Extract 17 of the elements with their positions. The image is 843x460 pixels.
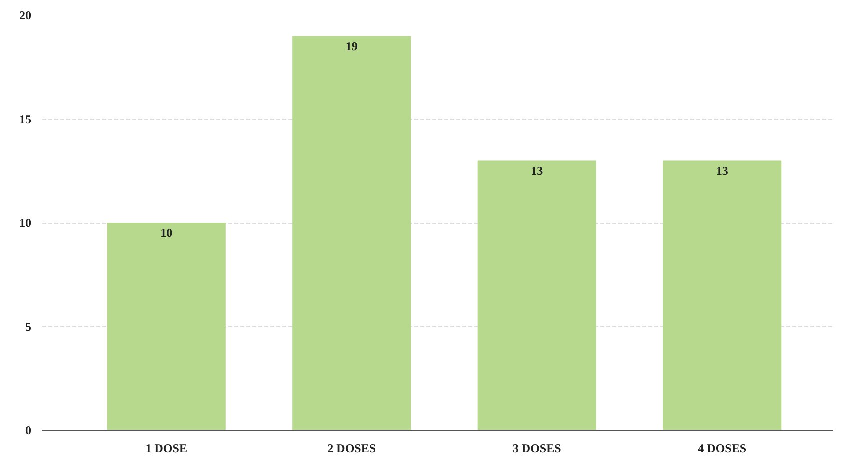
data-label: 19 [346,39,358,54]
bar [478,160,596,430]
y-tick-label: 20 [20,8,32,22]
y-tick-label: 5 [26,320,32,334]
y-tick-label: 10 [20,216,32,230]
x-tick-label: 4 DOSES [698,442,747,456]
y-tick-label: 15 [20,112,32,126]
data-label: 10 [160,226,173,240]
bar [107,223,226,430]
x-tick-label: 2 DOSES [328,442,376,456]
data-label: 13 [531,164,544,178]
bar [292,36,412,430]
y-tick-label: 0 [26,424,32,438]
data-label: 13 [716,164,728,178]
x-tick-label: 3 DOSES [512,442,562,456]
bar [663,160,782,430]
x-tick-label: 1 DOSE [146,442,188,456]
